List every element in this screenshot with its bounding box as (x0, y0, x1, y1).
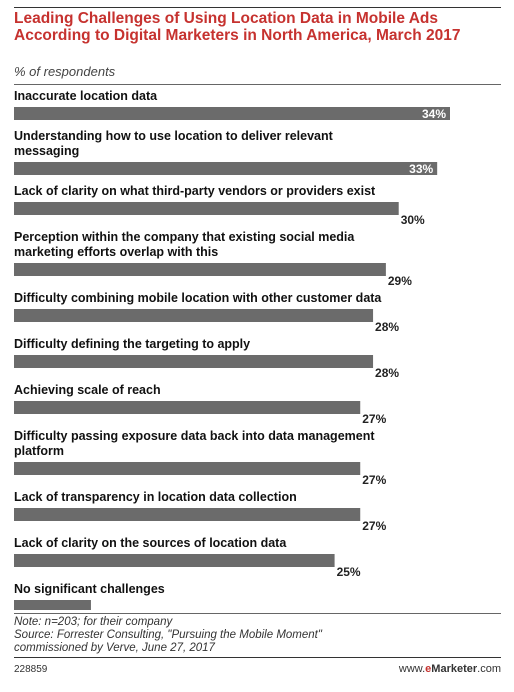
value-label: 25% (337, 565, 361, 579)
value-label: 28% (375, 366, 399, 380)
bar (14, 263, 386, 276)
category-label: Difficulty passing exposure data back in… (14, 429, 375, 443)
value-label: 28% (375, 320, 399, 334)
category-label: Achieving scale of reach (14, 383, 161, 397)
bar (14, 600, 91, 610)
top-rule (14, 7, 501, 8)
value-label: 34% (422, 107, 446, 121)
value-label: 27% (362, 473, 386, 487)
note-line: Note: n=203; for their company (14, 616, 173, 628)
category-label: Lack of transparency in location data co… (14, 490, 297, 504)
bar (14, 107, 450, 120)
chart-title: Leading Challenges of Using Location Dat… (14, 10, 461, 44)
brand-name: Marketer (431, 663, 478, 675)
bar (14, 554, 335, 567)
value-label: 27% (362, 519, 386, 533)
bar-chart: Inaccurate location data 34% Understanding… (14, 89, 450, 610)
brand-suffix: .com (477, 663, 501, 675)
bar (14, 309, 374, 322)
brand-prefix: www. (398, 663, 426, 675)
chart-note: Note: n=203; for their company Source: F… (14, 616, 501, 655)
category-label: Perception within the company that exist… (14, 230, 355, 244)
value-label: 33% (409, 162, 433, 176)
footer-rule (14, 657, 501, 658)
category-label: platform (14, 444, 64, 458)
category-label: Understanding how to use location to del… (14, 129, 334, 143)
category-label: Lack of clarity on the sources of locati… (14, 536, 287, 550)
source-line: Source: Forrester Consulting, "Pursuing … (14, 629, 322, 641)
bar (14, 162, 438, 175)
category-label: Inaccurate location data (14, 89, 158, 103)
category-label: Difficulty combining mobile location wit… (14, 291, 382, 305)
value-label: 27% (362, 412, 386, 426)
subtitle-rule (14, 84, 501, 85)
bar (14, 508, 361, 521)
bar (14, 355, 374, 368)
value-label: 29% (388, 274, 412, 288)
category-label: Difficulty defining the targeting to app… (14, 337, 250, 351)
note-rule (14, 613, 501, 614)
chart-id: 228859 (14, 664, 48, 675)
category-label: Lack of clarity on what third-party vend… (14, 184, 376, 198)
value-label: 30% (401, 213, 425, 227)
category-label: marketing efforts overlap with this (14, 245, 218, 259)
emarketer-logo[interactable]: www.eMarketer.com (399, 663, 501, 675)
category-label: No significant challenges (14, 582, 165, 596)
bar (14, 462, 361, 475)
brand-e: e (425, 663, 432, 675)
chart-subtitle: % of respondents (14, 64, 116, 79)
category-label: messaging (14, 144, 79, 158)
bar (14, 202, 399, 215)
bar (14, 401, 361, 414)
source-line: commissioned by Verve, June 27, 2017 (14, 642, 215, 654)
